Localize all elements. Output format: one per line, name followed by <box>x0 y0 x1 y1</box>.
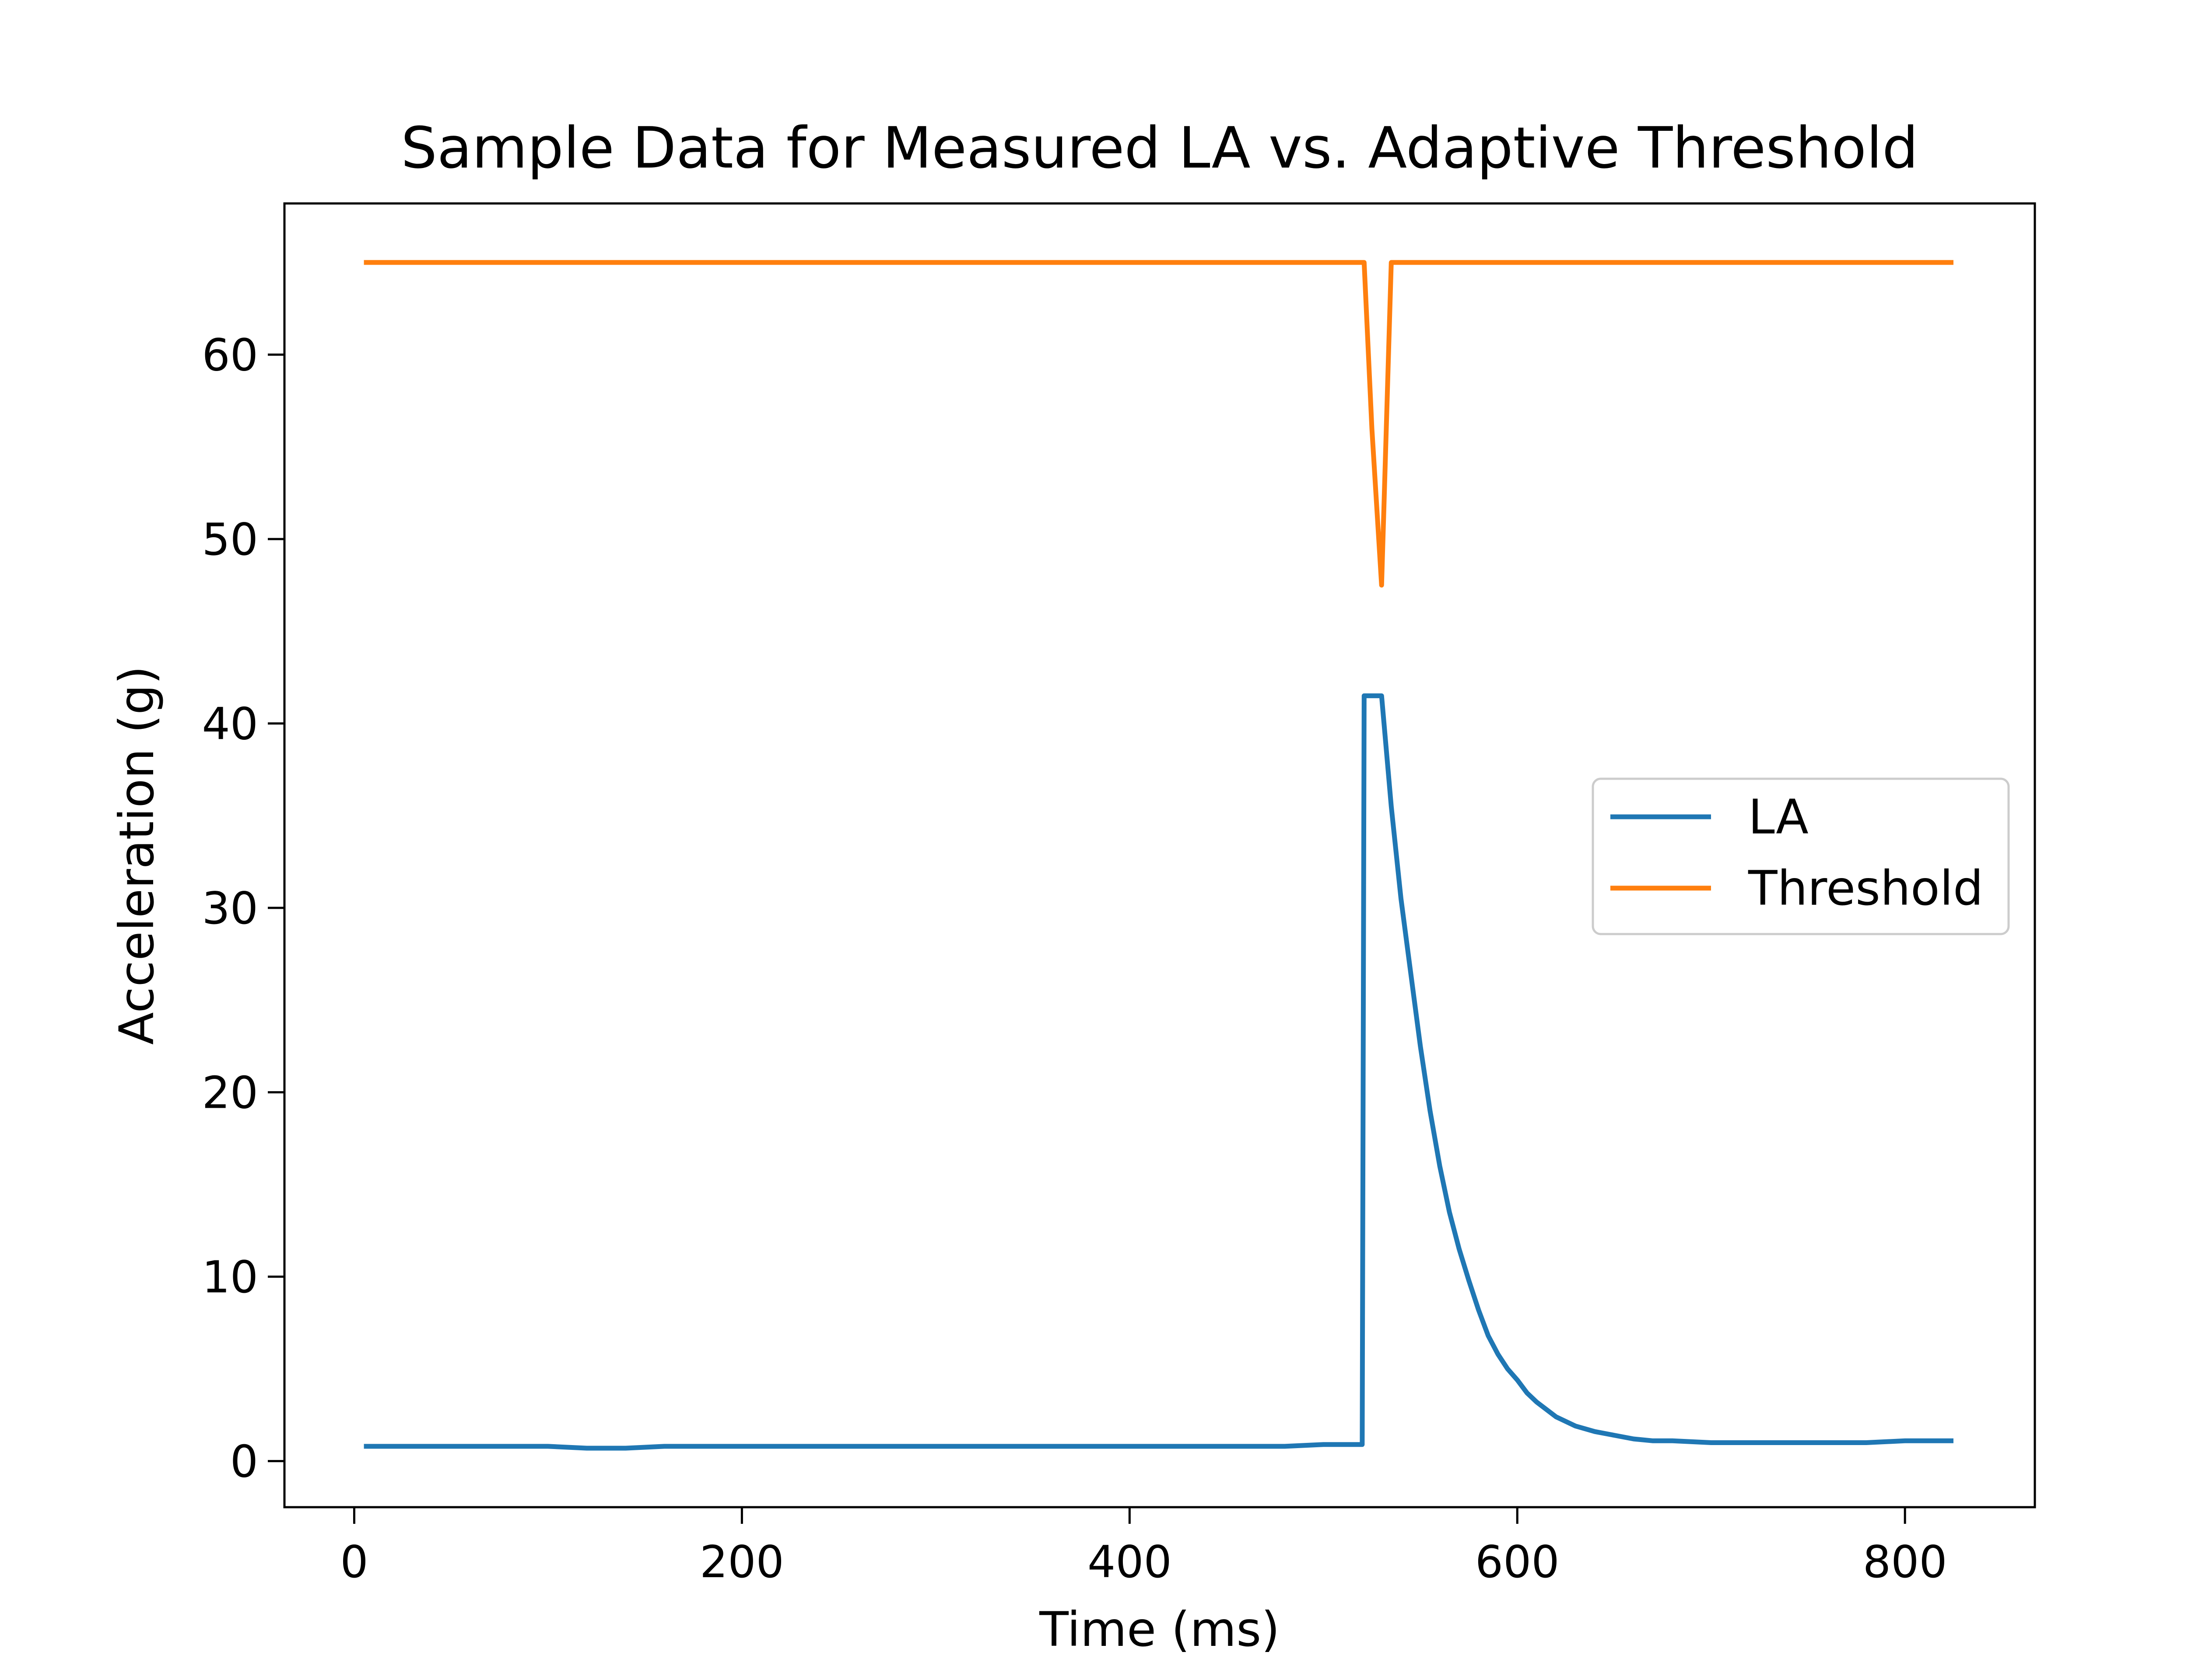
y-tick-label: 50 <box>202 514 258 565</box>
y-tick-label: 30 <box>202 882 258 934</box>
legend-label-threshold: Threshold <box>1748 861 1983 916</box>
y-axis-label: Acceleration (g) <box>109 666 165 1045</box>
x-tick-label: 400 <box>1087 1536 1172 1588</box>
y-tick-label: 10 <box>202 1251 258 1303</box>
chart-title: Sample Data for Measured LA vs. Adaptive… <box>401 115 1918 181</box>
legend-label-la: LA <box>1748 789 1809 845</box>
y-tick-label: 40 <box>202 698 258 750</box>
x-axis: 0 200 400 600 800 <box>340 1507 1947 1588</box>
series-line-threshold <box>364 260 1953 588</box>
x-tick-label: 0 <box>340 1536 368 1588</box>
y-axis: 0 10 20 30 40 50 60 <box>202 329 284 1488</box>
series-layer <box>364 260 1953 1451</box>
plot-area <box>283 202 2036 1508</box>
x-tick-label: 600 <box>1475 1536 1560 1588</box>
x-tick-label: 200 <box>700 1536 784 1588</box>
x-axis-label: Time (ms) <box>1039 1602 1280 1657</box>
x-tick-label: 800 <box>1863 1536 1947 1588</box>
y-tick-label: 20 <box>202 1067 258 1119</box>
y-tick-label: 0 <box>230 1436 258 1488</box>
plot-frame <box>283 202 2036 1508</box>
y-tick-label: 60 <box>202 329 258 381</box>
series-line-la <box>364 693 1953 1451</box>
legend: LA Threshold <box>1592 777 2010 935</box>
